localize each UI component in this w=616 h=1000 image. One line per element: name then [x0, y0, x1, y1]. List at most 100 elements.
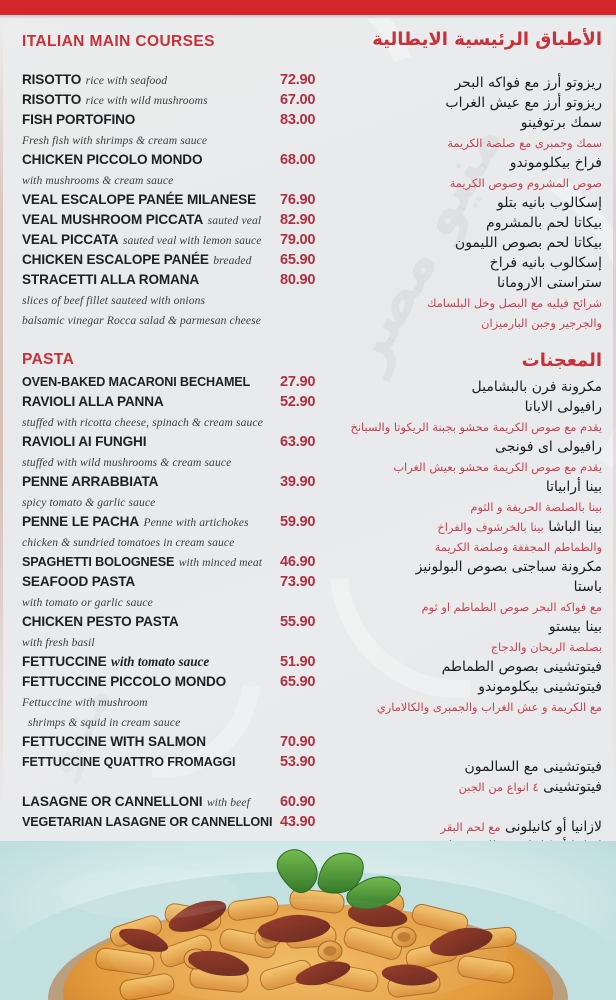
menu-row: FETTUCCINE with tomato sauce 51.90 — [22, 653, 332, 673]
arabic-dish-name: فيتوتشينى بصوص الطماطم — [441, 659, 602, 675]
dish-name: FETTUCCINE — [22, 654, 107, 669]
menu-row: VEAL PICCATA sauted veal with lemon sauc… — [22, 231, 332, 251]
dish-description: with mushrooms & cream sauce — [22, 174, 174, 187]
dish-inline-desc: with minced meat — [178, 556, 263, 569]
menu-row: OVEN-BAKED MACARONI BECHAMEL 27.90 — [22, 373, 332, 393]
menu-row: PENNE ARRABBIATA 39.90 — [22, 473, 332, 493]
dish-name: FETTUCCINE PICCOLO MONDO — [22, 674, 227, 689]
dish-names: FETTUCCINE WITH SALMON — [22, 733, 280, 751]
row-spacer — [22, 773, 332, 793]
arabic-dish-name: فيتوتشينى مع السالمون — [464, 759, 602, 775]
dish-inline-desc: sauted veal with lemon sauce — [122, 234, 262, 247]
arabic-dish-name: ستراستى الارومانا — [497, 275, 602, 291]
section-title-italian-main-courses-ar: الأطباق الرئيسية الايطالية — [372, 29, 602, 50]
dish-price: 53.90 — [280, 754, 316, 770]
dish-name: PENNE ARRABBIATA — [22, 474, 159, 489]
dish-names: VEAL PICCATA sauted veal with lemon sauc… — [22, 231, 280, 249]
dish-names: RISOTTO rice with seafood — [22, 71, 280, 89]
dish-description: slices of beef fillet sauteed with onion… — [22, 294, 206, 307]
row-spacer — [340, 737, 602, 757]
dish-price: 82.90 — [280, 212, 316, 228]
dish-names: STRACETTI ALLA ROMANA — [22, 271, 280, 289]
menu-row: RAVIOLI AI FUNGHI 63.90 — [22, 433, 332, 453]
dish-inline-desc: rice with wild mushrooms — [85, 94, 208, 107]
arabic-dish-sub: بينا بالخرشوف والفراخ — [437, 520, 544, 534]
dish-name: SEAFOOD PASTA — [22, 574, 136, 589]
dish-names: SPAGHETTI BOLOGNESE with minced meat — [22, 553, 280, 571]
arabic-dish-name: لازانيا أو كانيلونى مع لحم البقر — [340, 817, 602, 837]
dish-price: 72.90 — [280, 72, 316, 88]
dish-price: 73.90 — [280, 574, 316, 590]
arabic-dish-description: شرائح فيليه مع البصل وخل البلسامك — [427, 296, 602, 310]
dish-description: spicy tomato & garlic sauce — [22, 496, 156, 509]
dish-price: 80.90 — [280, 272, 316, 288]
dish-name: OVEN-BAKED MACARONI BECHAMEL — [22, 375, 251, 389]
arabic-dish-name: ريزوتو أرز مع فواكه البحر — [454, 75, 602, 91]
arabic-dish-description: والجرجير وجبن البارميزان — [481, 316, 602, 330]
dish-description: Fettuccine with mushroom — [22, 696, 148, 709]
dish-name: CHICKEN PESTO PASTA — [22, 614, 179, 629]
dish-price: 51.90 — [280, 654, 316, 670]
dish-price: 27.90 — [280, 374, 316, 390]
dish-description: stuffed with ricotta cheese, spinach & c… — [22, 416, 263, 429]
dish-names: FETTUCCINE PICCOLO MONDO — [22, 673, 280, 691]
arabic-dish-name: بينا الباشا بينا بالخرشوف والفراخ — [340, 517, 602, 537]
dish-names: FETTUCCINE with tomato sauce — [22, 653, 280, 671]
dish-names: RISOTTO rice with wild mushrooms — [22, 91, 280, 109]
dish-price: 39.90 — [280, 474, 316, 490]
menu-row: SEAFOOD PASTA 73.90 — [22, 573, 332, 593]
arabic-dish-description: مع الكريمة و عش الغراب والجمبرى والكالام… — [376, 700, 602, 714]
dish-name: FISH PORTOFINO — [22, 112, 136, 127]
dish-price: 76.90 — [280, 192, 316, 208]
dish-inline-desc: with tomato sauce — [111, 654, 210, 669]
arabic-dish-name: فيتوتشينى ٤ انواع من الجبن — [340, 777, 602, 797]
arabic-dish-sub: مع لحم البقر — [440, 820, 501, 834]
dish-name: SPAGHETTI BOLOGNESE — [22, 555, 175, 569]
dish-description: with fresh basil — [22, 636, 95, 649]
arabic-dish-main: بينا الباشا — [548, 519, 602, 535]
right-edge-line — [613, 19, 616, 813]
dish-name: LASAGNE OR CANNELLONI — [22, 794, 203, 809]
arabic-dish-name: بينا أرابياتا — [545, 479, 602, 495]
arabic-dish-name: رافيولى الابانا — [524, 399, 602, 415]
dish-names: CHICKEN PICCOLO MONDO — [22, 151, 280, 169]
dish-description: shrimps & squid in cream sauce — [28, 716, 181, 729]
menu-row: RAVIOLI ALLA PANNA 52.90 — [22, 393, 332, 413]
arabic-dish-main: فيتوتشينى — [543, 779, 602, 795]
dish-names: CHICKEN ESCALOPE PANÉE breaded — [22, 251, 280, 269]
top-bar-shadow — [0, 15, 616, 19]
menu-row: CHICKEN PESTO PASTA 55.90 — [22, 613, 332, 633]
arabic-dish-name: إسكالوب بانيه فراخ — [489, 255, 602, 271]
arabic-dish-name: فراخ بيكلوموندو — [509, 155, 602, 171]
arabic-dish-sub: ٤ انواع من الجبن — [458, 780, 539, 794]
menu-row: PENNE LE PACHA Penne with artichokes 59.… — [22, 513, 332, 533]
menu-row: VEAL ESCALOPE PANÉE MILANESE 76.90 — [22, 191, 332, 211]
dish-names: RAVIOLI AI FUNGHI — [22, 433, 280, 451]
arabic-dish-description: يقدم مع صوص الكريمة محشو بجبنة الريكوتا … — [350, 420, 602, 434]
dish-name: FETTUCCINE QUATTRO FROMAGGI — [22, 755, 236, 769]
english-column: ITALIAN MAIN COURSES RISOTTO rice with s… — [22, 19, 332, 833]
dish-name: VEAL PICCATA — [22, 232, 119, 247]
dish-names: VEAL ESCALOPE PANÉE MILANESE — [22, 191, 280, 209]
dish-price: 43.90 — [280, 814, 316, 830]
dish-price: 79.00 — [280, 232, 316, 248]
menu-row: FETTUCCINE QUATTRO FROMAGGI 53.90 — [22, 753, 332, 773]
arabic-dish-main: لازانيا أو كانيلونى — [504, 819, 602, 835]
dish-name: CHICKEN PICCOLO MONDO — [22, 152, 203, 167]
dish-name: RISOTTO — [22, 72, 82, 87]
dish-name: VEAL MUSHROOM PICCATA — [22, 212, 204, 227]
arabic-dish-name: سمك برتوفينو — [520, 115, 602, 131]
dish-names: PENNE LE PACHA Penne with artichokes — [22, 513, 280, 531]
row-spacer — [340, 797, 602, 817]
dish-name: FETTUCCINE WITH SALMON — [22, 734, 206, 749]
arabic-dish-description: صوص المشروم وصوص الكريمة — [449, 176, 602, 190]
menu-row: LASAGNE OR CANNELLONI with beef 60.90 — [22, 793, 332, 813]
menu-row: CHICKEN ESCALOPE PANÉE breaded 65.90 — [22, 251, 332, 271]
dish-name: PENNE LE PACHA — [22, 514, 139, 529]
dish-names: VEAL MUSHROOM PICCATA sauted veal — [22, 211, 280, 229]
menu-row: STRACETTI ALLA ROMANA 80.90 — [22, 271, 332, 291]
arabic-dish-name: باستا — [573, 579, 602, 595]
menu-row: VEAL MUSHROOM PICCATA sauted veal 82.90 — [22, 211, 332, 231]
dish-inline-desc: sauted veal — [207, 214, 262, 227]
